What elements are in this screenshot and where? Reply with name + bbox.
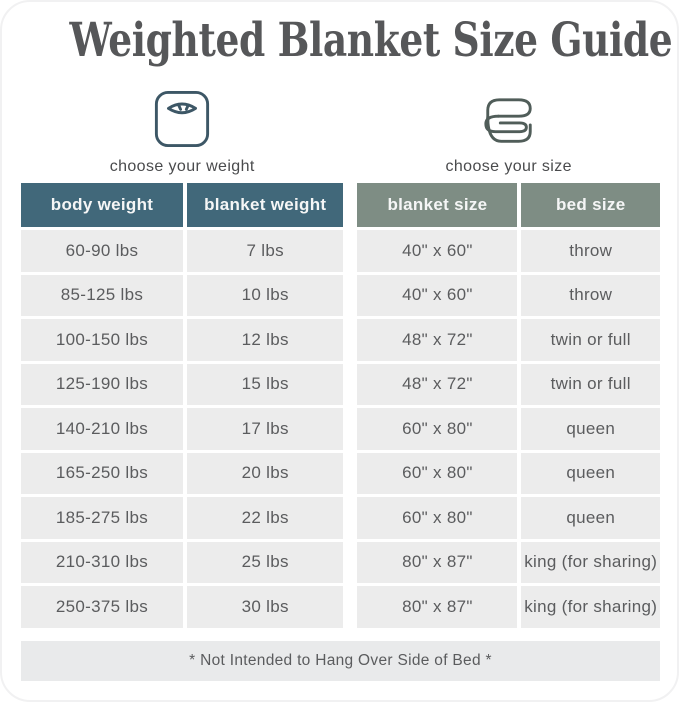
table-cell: queen [521,452,660,495]
blanket-icon [477,84,541,150]
table-cell: twin or full [521,319,660,361]
table-cell: 80" x 87" [357,586,518,628]
table-cell: queen [521,497,660,539]
table-cell: 250-375 lbs [21,586,183,628]
weight-section: choose your weight body weight blanket w… [21,84,344,628]
table-cell: 10 lbs [187,274,344,317]
table-cell: 140-210 lbs [21,408,183,450]
table-cell: 125-190 lbs [21,363,183,406]
table-cell: king (for sharing) [521,586,660,628]
table-cell: king (for sharing) [521,541,660,584]
table-cell: 165-250 lbs [21,452,183,495]
size-table: blanket size bed size 40" x 60" throw 40" … [357,183,660,628]
table-cell: 7 lbs [187,230,344,272]
table-cell: 20 lbs [187,452,344,495]
size-section: choose your size blanket size bed size 4… [357,84,660,628]
table-cell: 48" x 72" [357,319,518,361]
table-cell: queen [521,408,660,450]
table-cell: 22 lbs [187,497,344,539]
table-cell: 17 lbs [187,408,344,450]
table-cell: 85-125 lbs [21,274,183,317]
table-cell: 48" x 72" [357,363,518,406]
table-cell: 60" x 80" [357,497,518,539]
columns-container: choose your weight body weight blanket w… [2,84,677,628]
column-header-bed-size: bed size [521,183,660,228]
page-title: Weighted Blanket Size Guide [69,13,673,68]
table-cell: 210-310 lbs [21,541,183,584]
table-cell: 40" x 60" [357,230,518,272]
column-header-blanket-size: blanket size [357,183,518,228]
weight-caption: choose your weight [109,158,255,176]
table-cell: throw [521,230,660,272]
table-cell: 60" x 80" [357,452,518,495]
column-header-blanket-weight: blanket weight [187,183,344,228]
scale-icon [153,84,211,150]
table-cell: 30 lbs [187,586,344,628]
footer-note: * Not Intended to Hang Over Side of Bed … [21,640,660,681]
table-cell: 80" x 87" [357,541,518,584]
table-cell: 40" x 60" [357,274,518,317]
column-header-body-weight: body weight [21,183,183,228]
table-cell: 12 lbs [187,319,344,361]
table-cell: 185-275 lbs [21,497,183,539]
size-caption: choose your size [445,158,572,176]
table-cell: twin or full [521,363,660,406]
table-cell: 60" x 80" [357,408,518,450]
table-cell: 60-90 lbs [21,230,183,272]
table-cell: throw [521,274,660,317]
table-cell: 25 lbs [187,541,344,584]
table-cell: 15 lbs [187,363,344,406]
table-cell: 100-150 lbs [21,319,183,361]
weight-table: body weight blanket weight 60-90 lbs 7 lb… [21,183,344,628]
